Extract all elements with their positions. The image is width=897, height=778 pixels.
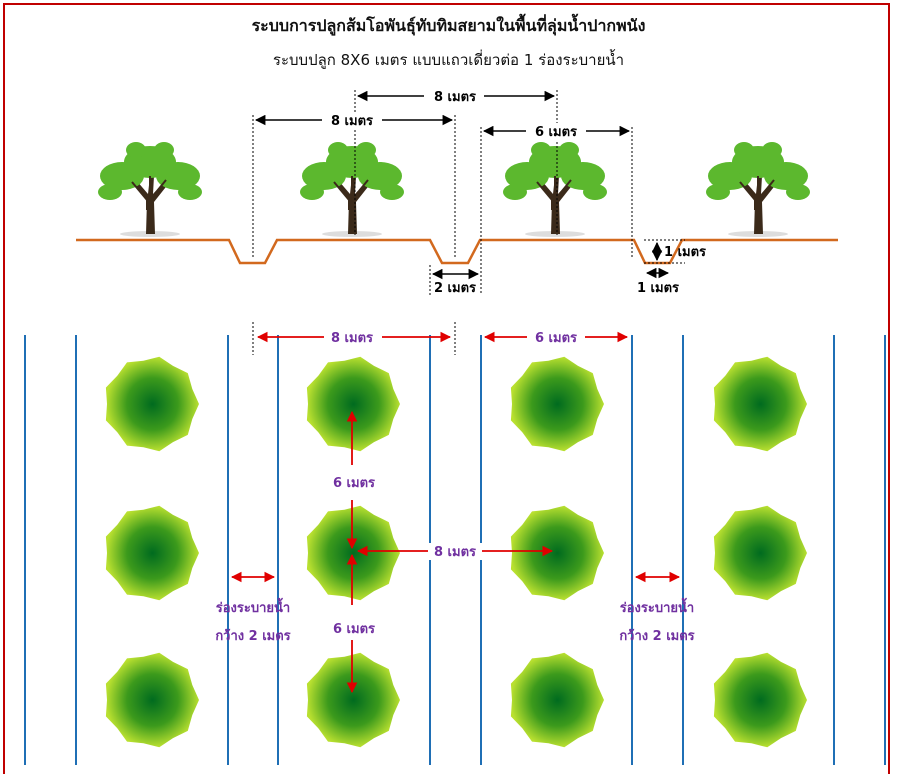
profile-tree-3 — [503, 142, 607, 237]
profile-tree-1 — [98, 142, 202, 237]
cross-section: 8 เมตร 8 เมตร 6 เมตร 2 เมตร 1 เมตร 1 เมต… — [76, 88, 838, 296]
label-1m-depth: 1 เมตร — [664, 245, 706, 260]
drain-label-left-line1: ร่องระบายน้ำ — [216, 597, 290, 616]
label-2m: 2 เมตร — [434, 281, 476, 296]
tree-canopy-r1-c4 — [713, 356, 807, 452]
tree-canopy-r2-c1 — [105, 505, 199, 601]
drain-label-right-line2: กว้าง 2 เมตร — [619, 628, 694, 644]
label-8m-top: 8 เมตร — [434, 90, 476, 105]
diagram-subtitle: ระบบปลูก 8X6 เมตร แบบแถวเดี่ยวต่อ 1 ร่อง… — [272, 51, 625, 69]
drain-lines — [24, 335, 886, 765]
ground-profile-line — [76, 238, 838, 265]
tree-canopy-r3-c1 — [105, 652, 199, 748]
drain-label-left-line2: กว้าง 2 เมตร — [215, 628, 290, 644]
drain-label-right-line1: ร่องระบายน้ำ — [620, 597, 694, 616]
tree-canopy-r3-c3 — [510, 652, 604, 748]
profile-tree-4 — [706, 142, 810, 237]
plan-label-8m: 8 เมตร — [331, 331, 373, 346]
plan-label-spacing-8m: 8 เมตร — [434, 545, 476, 560]
plan-label-spacing-6m-upper: 6 เมตร — [333, 476, 375, 491]
label-6m-profile: 6 เมตร — [535, 125, 577, 140]
tree-canopy-r1-c1 — [105, 356, 199, 452]
label-1m-width: 1 เมตร — [637, 281, 679, 296]
plan-label-spacing-6m-lower: 6 เมตร — [333, 622, 375, 637]
profile-tree-2 — [300, 142, 404, 237]
plan-label-6m: 6 เมตร — [535, 331, 577, 346]
tree-canopy-r3-c2 — [306, 652, 400, 748]
tree-canopy-r2-c3 — [510, 505, 604, 601]
tree-canopy-r2-c2 — [306, 505, 400, 601]
tree-canopies — [105, 356, 807, 748]
tree-canopy-r1-c2 — [306, 356, 400, 452]
diagram-title: ระบบการปลูกส้มโอพันธุ์ทับทิมสยามในพื้นที… — [251, 16, 646, 35]
tree-canopy-r3-c4 — [713, 652, 807, 748]
tree-canopy-r1-c3 — [510, 356, 604, 452]
diagram-frame — [3, 3, 890, 774]
label-8m-left: 8 เมตร — [331, 114, 373, 129]
tree-canopy-r2-c4 — [713, 505, 807, 601]
plan-view: 8 เมตร 6 เมตร 6 เมตร 6 เมตร 8 เมตร ร่องร… — [24, 322, 886, 765]
